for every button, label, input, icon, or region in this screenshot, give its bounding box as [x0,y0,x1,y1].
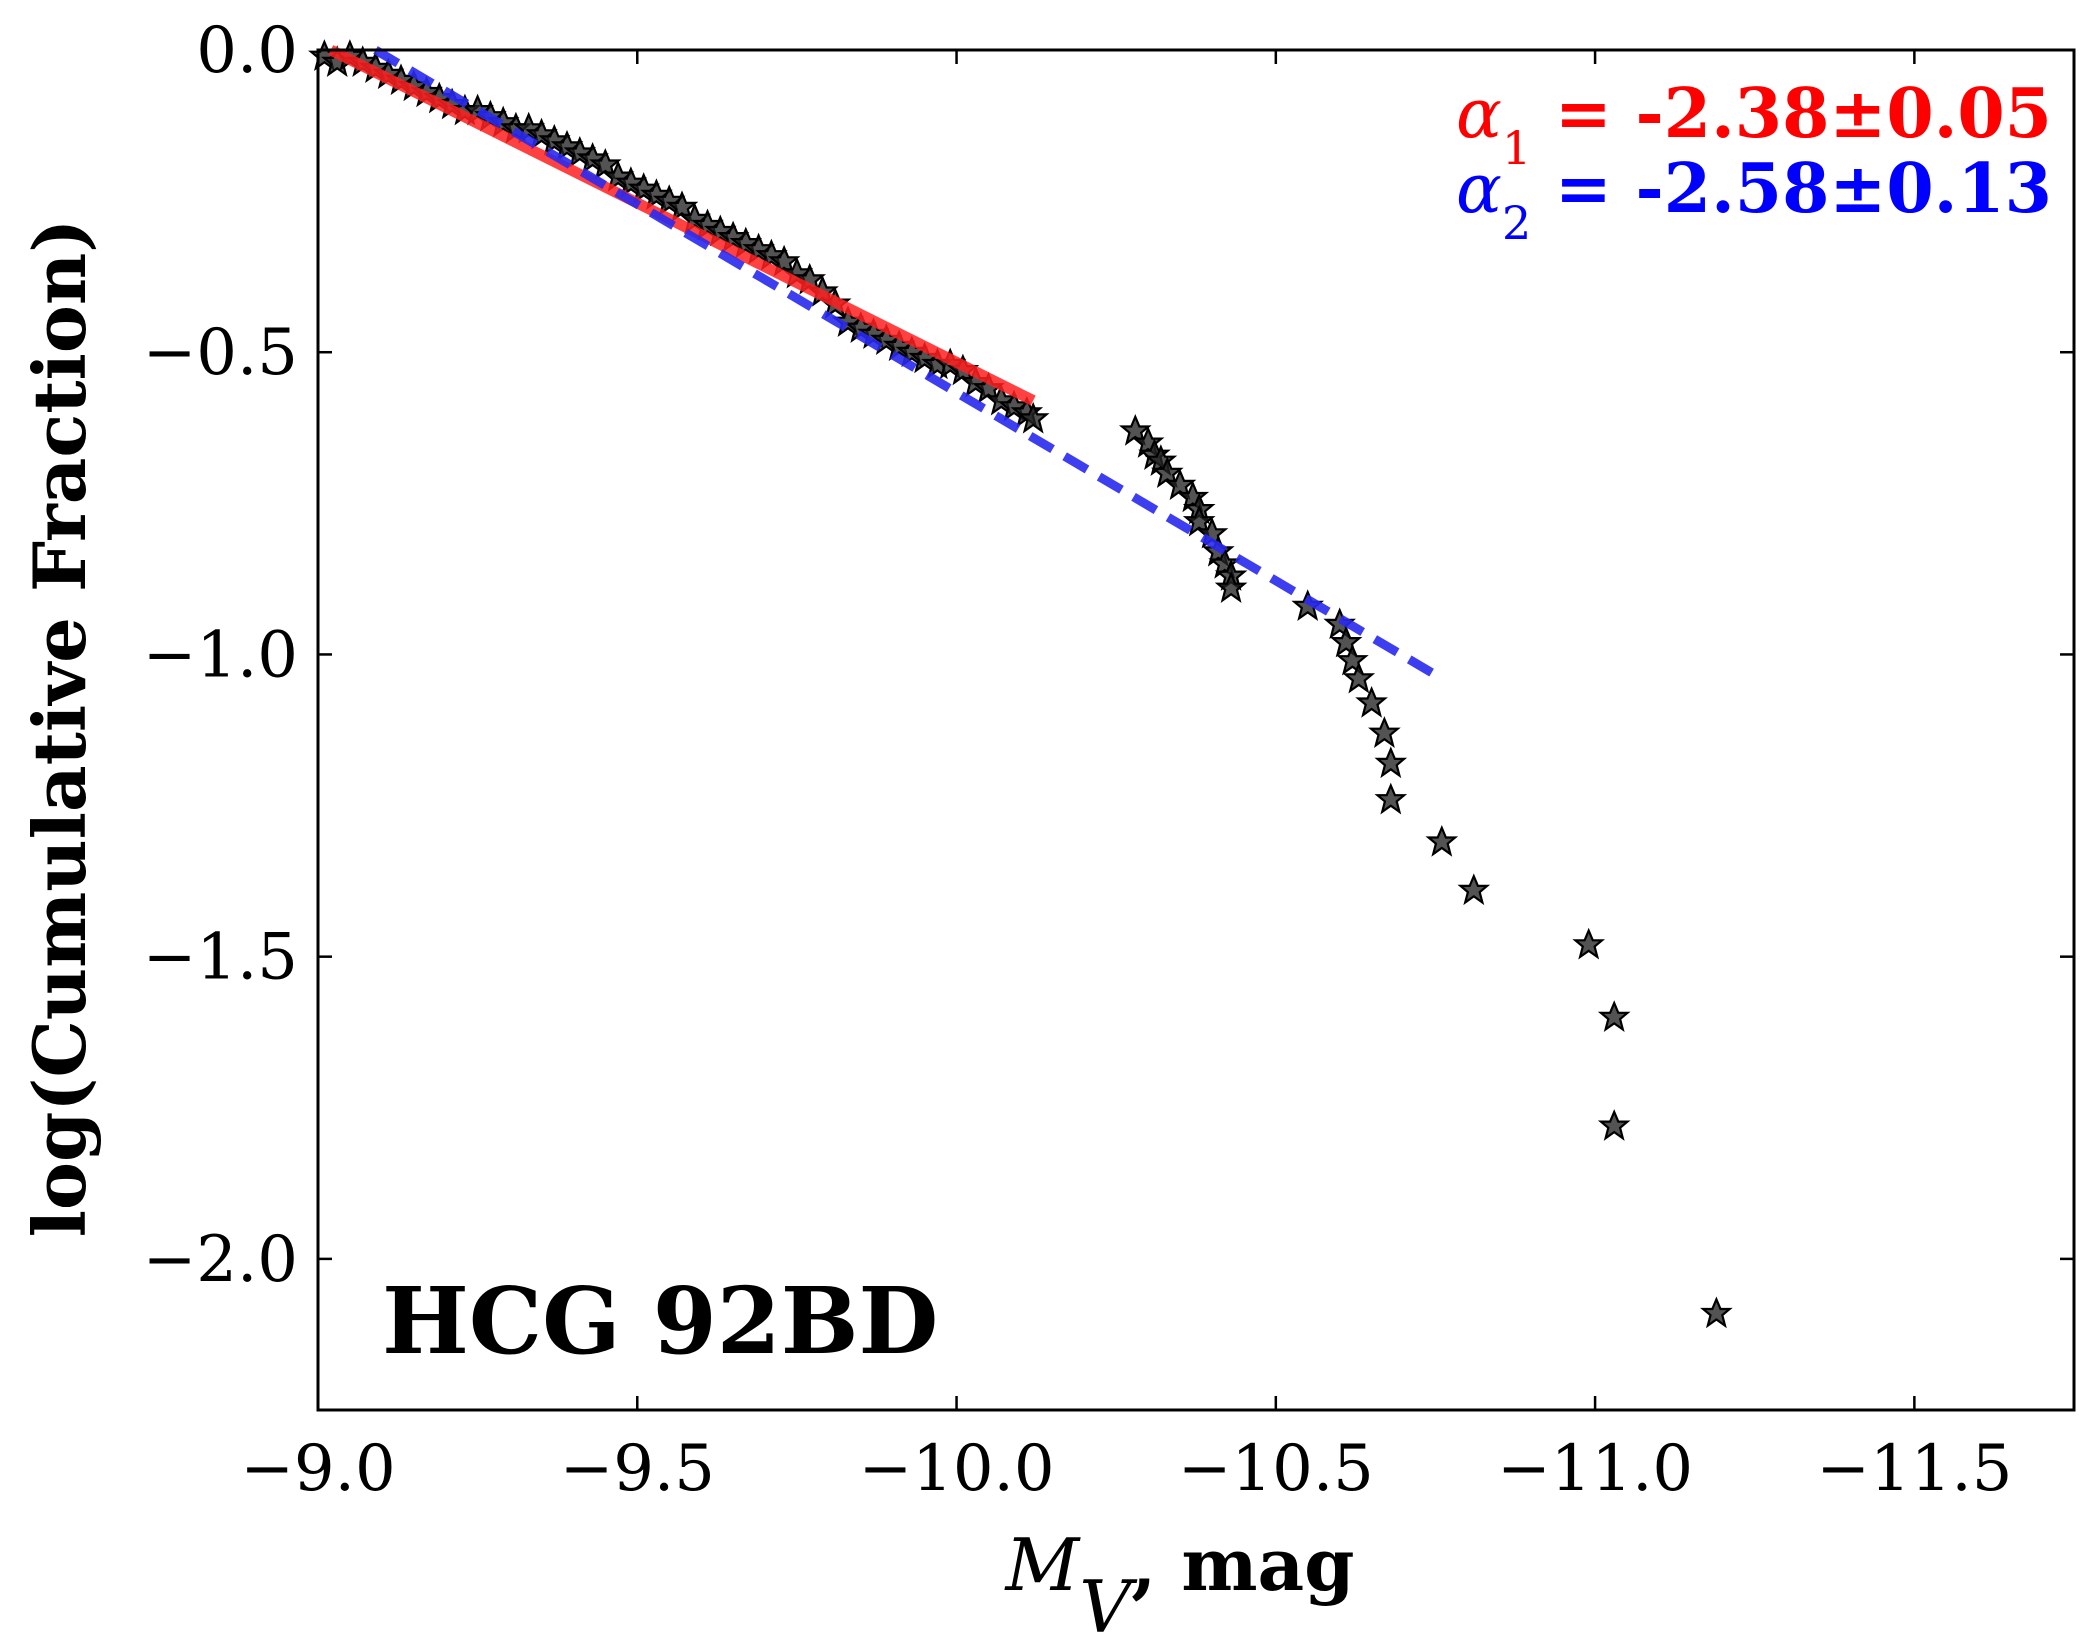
alpha-subscript-2: 2 [1502,196,1531,250]
data-point [1459,875,1489,904]
data-point [1574,929,1604,958]
y-tick-label: −1.0 [143,618,298,692]
fit-annotation-2: α2 = -2.58±0.13 [1456,149,2052,250]
y-axis-title: log(Cumulative Fraction) [17,219,102,1238]
fit-annotation-2-text: = -2.58±0.13 [1531,149,2052,229]
x-tick-label: −11.5 [1816,1432,2012,1506]
data-point [1376,748,1406,777]
alpha-symbol-1: α [1456,75,1502,154]
data-point [1357,687,1387,717]
x-axis-unit: , mag [1131,1522,1354,1607]
plot-frame [316,48,2076,1412]
data-point [1701,1298,1731,1327]
data-point [1599,1110,1629,1140]
fit1-line [328,45,1036,406]
y-tick-label: −1.5 [143,921,298,995]
x-tick-label: −10.0 [858,1432,1054,1506]
x-tick-label: −9.0 [240,1432,395,1506]
fit-annotation-1: α1 = -2.38±0.05 [1456,74,2052,175]
fit-lines [328,45,1445,683]
alpha-subscript-1: 1 [1502,121,1531,175]
y-tick-label: 0.0 [196,14,298,88]
x-axis-title: MV, mag [1003,1522,1354,1632]
fit2-line [373,46,1445,683]
svg-text:α2 = -2.58±0.13: α2 = -2.58±0.13 [1456,149,2052,250]
data-point [1216,572,1246,602]
panel-label: HCG 92BD [382,1267,938,1375]
axis-ticks [316,48,2074,1410]
x-axis-subscript: V [1079,1565,1138,1632]
x-tick-label: −9.5 [560,1432,715,1506]
fit-annotation-1-text: = -2.38±0.05 [1531,74,2052,154]
tick-labels: −9.0 −9.5 −10.0 −10.5 −11.0 −11.5 0.0 −0.5 −1.0 −… [143,14,2013,1506]
data-point [1427,826,1457,856]
y-tick-label: −2.0 [143,1223,298,1297]
data-point [1599,1001,1629,1031]
x-tick-label: −10.5 [1178,1432,1374,1506]
data-point [1376,784,1406,813]
y-tick-label: −0.5 [143,316,298,390]
x-axis-symbol: M [1003,1523,1081,1607]
svg-text:α1 = -2.38±0.05: α1 = -2.38±0.05 [1456,74,2052,175]
data-point [1369,717,1399,747]
x-tick-label: −11.0 [1497,1432,1693,1506]
alpha-symbol-2: α [1456,150,1502,229]
